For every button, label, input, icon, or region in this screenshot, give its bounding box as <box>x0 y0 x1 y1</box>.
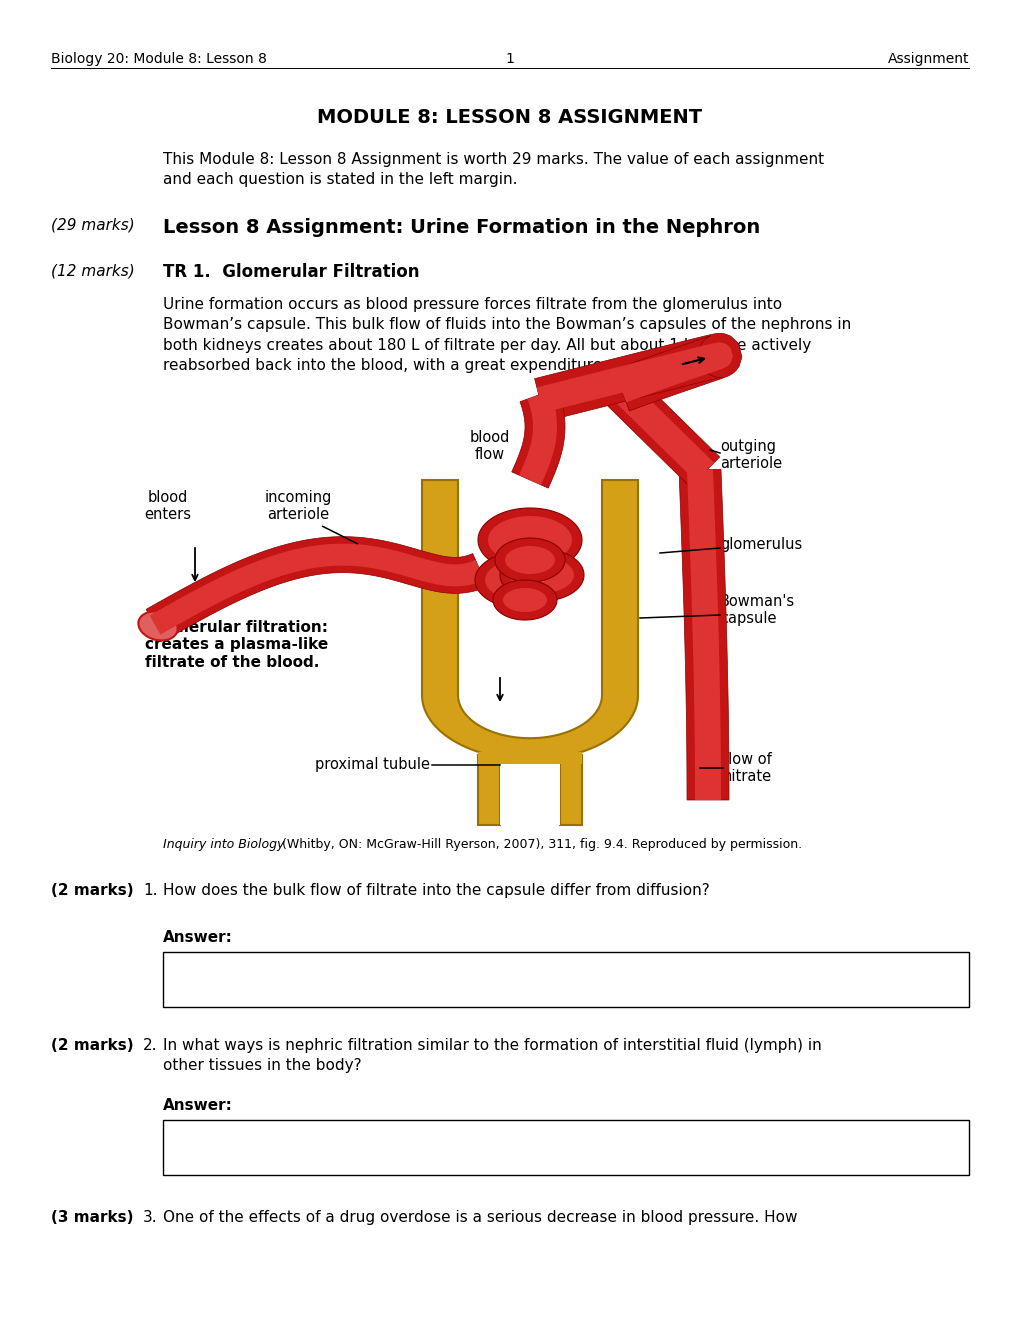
Text: One of the effects of a drug overdose is a serious decrease in blood pressure. H: One of the effects of a drug overdose is… <box>163 1210 797 1225</box>
Text: Assignment: Assignment <box>887 51 968 66</box>
Text: TR 1.  Glomerular Filtration: TR 1. Glomerular Filtration <box>163 263 419 281</box>
Text: Urine formation occurs as blood pressure forces filtrate from the glomerulus int: Urine formation occurs as blood pressure… <box>163 297 851 374</box>
Polygon shape <box>510 557 574 593</box>
Text: (2 marks): (2 marks) <box>51 883 133 898</box>
Polygon shape <box>494 539 565 582</box>
Polygon shape <box>499 549 584 601</box>
Text: (Whitby, ON: McGraw-Hill Ryerson, 2007), 311, fig. 9.4. Reproduced by permission: (Whitby, ON: McGraw-Hill Ryerson, 2007),… <box>278 838 801 851</box>
Text: blood
flow: blood flow <box>470 430 510 462</box>
Text: 3.: 3. <box>143 1210 158 1225</box>
Text: outging
arteriole: outging arteriole <box>719 438 782 471</box>
Bar <box>499 755 559 825</box>
Polygon shape <box>146 537 487 640</box>
Text: 2.: 2. <box>143 1038 157 1053</box>
Text: Biology 20: Module 8: Lesson 8: Biology 20: Module 8: Lesson 8 <box>51 51 267 66</box>
Ellipse shape <box>139 611 177 640</box>
Bar <box>478 752 582 764</box>
Text: (2 marks): (2 marks) <box>51 1038 133 1053</box>
Text: Answer:: Answer: <box>163 931 232 945</box>
Text: (3 marks): (3 marks) <box>51 1210 133 1225</box>
Polygon shape <box>512 388 565 488</box>
Polygon shape <box>534 334 741 421</box>
Text: 1.: 1. <box>143 883 157 898</box>
Polygon shape <box>687 470 720 800</box>
Polygon shape <box>679 469 729 800</box>
Text: Bowman's
capsule: Bowman's capsule <box>719 594 795 626</box>
Bar <box>163 952 968 1007</box>
Text: This Module 8: Lesson 8 Assignment is worth 29 marks. The value of each assignme: This Module 8: Lesson 8 Assignment is wo… <box>163 152 823 187</box>
Polygon shape <box>475 552 565 609</box>
Polygon shape <box>150 544 484 635</box>
Bar <box>559 755 582 825</box>
Polygon shape <box>606 375 719 487</box>
Text: Inquiry into Biology: Inquiry into Biology <box>163 838 284 851</box>
Text: incoming
arteriole: incoming arteriole <box>264 490 331 523</box>
Bar <box>163 1119 968 1175</box>
Text: proximal tubule: proximal tubule <box>315 758 430 772</box>
Bar <box>478 755 499 825</box>
Text: glomerulus: glomerulus <box>719 537 802 553</box>
Text: blood
enters: blood enters <box>145 490 192 523</box>
Polygon shape <box>504 546 554 574</box>
Text: flow of
nitrate: flow of nitrate <box>722 752 771 784</box>
Polygon shape <box>519 391 556 484</box>
Polygon shape <box>536 342 733 413</box>
Polygon shape <box>487 516 572 564</box>
Polygon shape <box>502 587 546 612</box>
Text: In what ways is nephric filtration similar to the formation of interstitial flui: In what ways is nephric filtration simil… <box>163 1038 821 1073</box>
Polygon shape <box>612 381 713 482</box>
Polygon shape <box>485 560 554 601</box>
Text: MODULE 8: LESSON 8 ASSIGNMENT: MODULE 8: LESSON 8 ASSIGNMENT <box>317 108 702 127</box>
Text: 1: 1 <box>505 51 514 66</box>
Text: (12 marks): (12 marks) <box>51 263 135 279</box>
Text: Lesson 8 Assignment: Urine Formation in the Nephron: Lesson 8 Assignment: Urine Formation in … <box>163 218 759 238</box>
Polygon shape <box>478 508 582 572</box>
Text: (29 marks): (29 marks) <box>51 218 135 234</box>
Text: Glomerular filtration:
creates a plasma-like
filtrate of the blood.: Glomerular filtration: creates a plasma-… <box>145 620 328 669</box>
Polygon shape <box>422 480 637 760</box>
Text: Answer:: Answer: <box>163 1098 232 1113</box>
Polygon shape <box>492 579 556 620</box>
Text: How does the bulk flow of filtrate into the capsule differ from diffusion?: How does the bulk flow of filtrate into … <box>163 883 709 898</box>
